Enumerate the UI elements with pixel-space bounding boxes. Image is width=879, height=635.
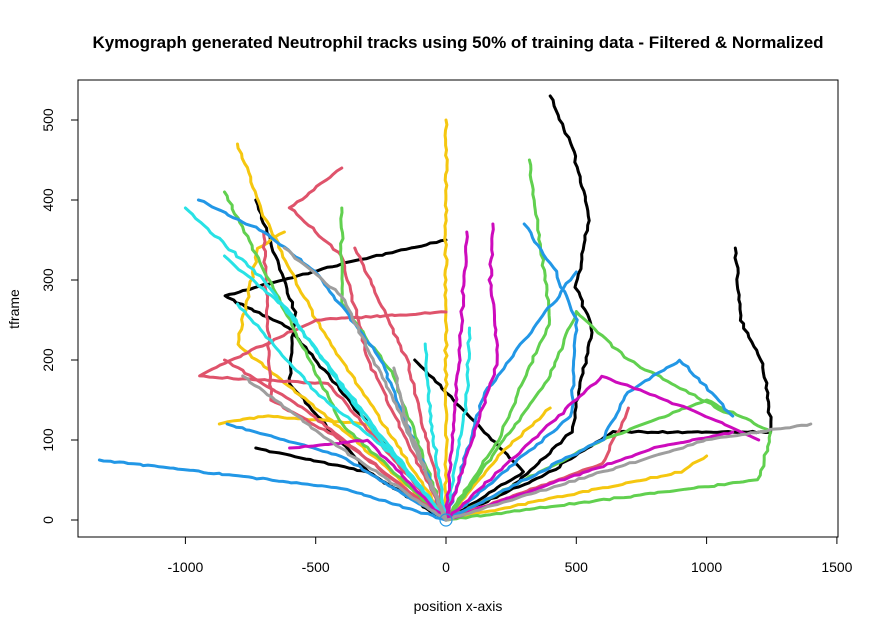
y-tick-label: 400 [40, 188, 56, 212]
x-axis: -1000 -500 0 500 1000 1500 [167, 536, 853, 575]
track-35 [444, 222, 499, 522]
x-tick-label: 1000 [691, 559, 722, 575]
track-39 [288, 438, 448, 522]
track-12 [444, 454, 709, 522]
x-axis-label: position x-axis [414, 598, 503, 614]
y-tick-label: 200 [40, 348, 56, 372]
x-tick-label: 0 [442, 559, 450, 575]
track-32 [236, 302, 448, 522]
track-40 [444, 422, 813, 522]
track-2 [444, 246, 773, 522]
origin-marker [439, 513, 453, 527]
track-16 [353, 246, 448, 522]
y-axis: 0 100 200 300 400 500 [40, 108, 79, 524]
track-34 [423, 342, 448, 522]
y-axis-label: tframe [6, 289, 22, 329]
track-19 [223, 190, 448, 522]
track-7 [443, 118, 449, 522]
track-43 [392, 366, 448, 522]
track-6 [413, 358, 525, 522]
track-27 [444, 358, 735, 522]
y-tick-label: 0 [40, 516, 56, 524]
track-18 [223, 358, 448, 522]
track-37 [444, 230, 469, 522]
track-28 [225, 422, 448, 522]
x-tick-label: 1500 [821, 559, 852, 575]
track-13 [198, 310, 448, 522]
track-36 [444, 374, 761, 522]
y-tick-label: 500 [40, 108, 56, 132]
plot-box [77, 79, 839, 538]
chart-title: Kymograph generated Neutrophil tracks us… [92, 33, 823, 52]
x-tick-label: 500 [565, 559, 589, 575]
x-tick-label: -500 [302, 559, 330, 575]
tracks-group [97, 94, 813, 527]
track-26 [444, 222, 579, 522]
y-tick-label: 100 [40, 428, 56, 452]
track-38 [444, 430, 735, 522]
track-23 [444, 310, 735, 522]
x-tick-label: -1000 [167, 559, 203, 575]
track-25 [97, 458, 448, 522]
track-41 [241, 374, 448, 522]
track-21 [444, 398, 772, 522]
track-9 [236, 142, 448, 522]
y-tick-label: 300 [40, 268, 56, 292]
track-20 [444, 158, 551, 522]
